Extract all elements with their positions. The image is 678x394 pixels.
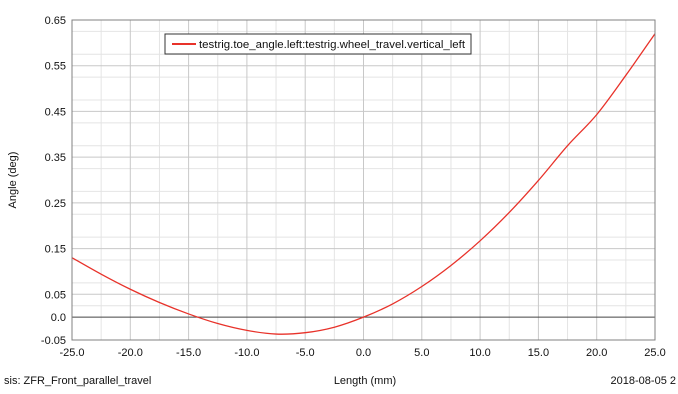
x-tick-label: -25.0	[59, 347, 84, 359]
y-tick-label: -0.05	[41, 335, 66, 347]
x-tick-label: -15.0	[176, 347, 201, 359]
x-tick-label: -10.0	[234, 347, 259, 359]
y-axis-label: Angle (deg)	[7, 152, 19, 209]
x-tick-label: 5.0	[414, 347, 429, 359]
x-axis-label: Length (mm)	[334, 375, 396, 387]
timestamp: 2018-08-05 2	[611, 375, 676, 387]
legend-box	[164, 33, 472, 55]
y-tick-label: 0.55	[45, 61, 66, 73]
x-tick-label: 10.0	[469, 347, 490, 359]
y-tick-label: 0.45	[45, 106, 66, 118]
y-tick-label: 0.65	[45, 15, 66, 27]
series-lines	[71, 33, 656, 335]
y-tick-label: 0.25	[45, 198, 66, 210]
grid	[71, 19, 656, 341]
y-tick-label: 0.15	[45, 244, 66, 256]
legend-label: testrig.toe_angle.left:testrig.wheel_tra…	[199, 39, 465, 51]
y-tick-label: 0.0	[51, 312, 66, 324]
x-tick-label: 25.0	[644, 347, 665, 359]
y-tick-label: 0.35	[45, 152, 66, 164]
x-tick-label: -5.0	[296, 347, 315, 359]
plot-frame	[71, 19, 656, 341]
y-tick-label: 0.05	[45, 289, 66, 301]
x-tick-label: 15.0	[528, 347, 549, 359]
x-tick-label: 0.0	[356, 347, 371, 359]
x-tick-label: 20.0	[586, 347, 607, 359]
legend: testrig.toe_angle.left:testrig.wheel_tra…	[164, 33, 472, 55]
analysis-name: sis: ZFR_Front_parallel_travel	[4, 375, 151, 387]
axis-ticks: -25.0 -20.0 -15.0 -10.0 -5.0 0.0 5.0 10.0 15.0 20…	[41, 15, 666, 359]
x-tick-label: -20.0	[118, 347, 143, 359]
series-line	[71, 33, 656, 335]
